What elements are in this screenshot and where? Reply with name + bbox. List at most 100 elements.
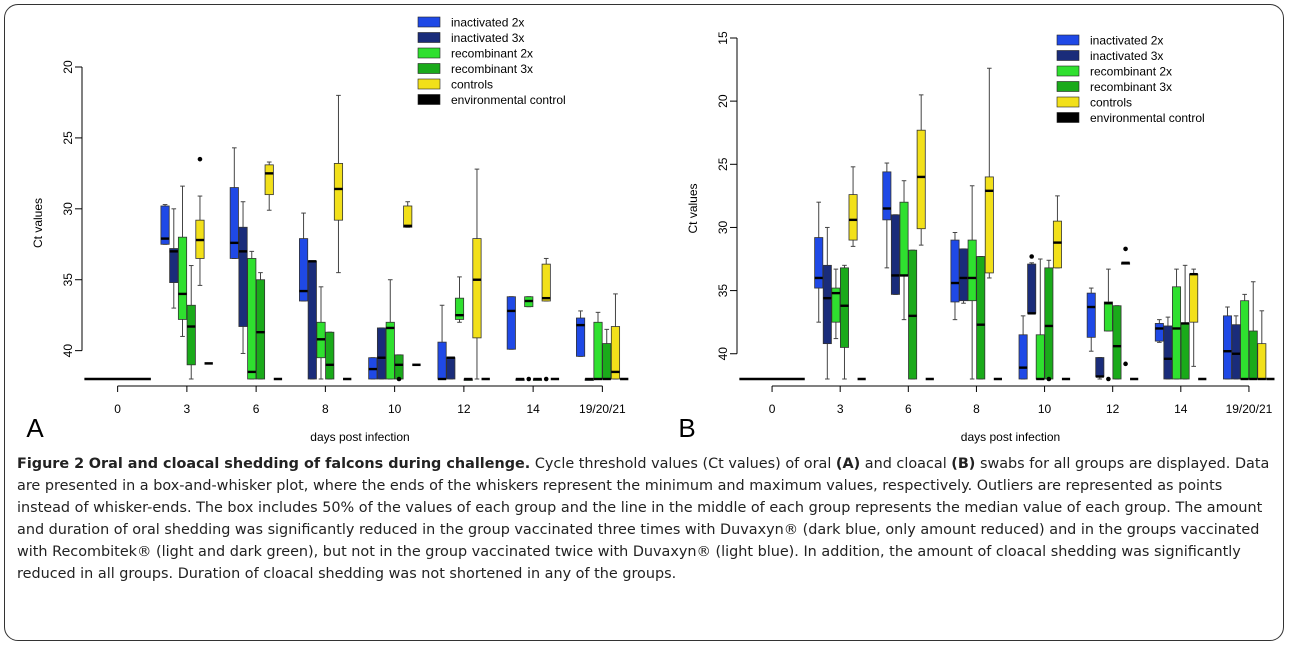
box-recombinant-3x-day-14 bbox=[532, 377, 543, 381]
box-body bbox=[610, 326, 621, 380]
x-tick-label: 12 bbox=[1106, 402, 1120, 416]
box-controls-day-3 bbox=[848, 166, 858, 247]
box-body bbox=[1044, 267, 1054, 380]
box-body bbox=[1027, 263, 1037, 314]
box-recombinant-3x-day-12 bbox=[1112, 305, 1122, 380]
y-axis: 20 25 30 35 40 Ct values bbox=[31, 60, 83, 358]
box-inactivated-2x-day-10 bbox=[368, 357, 378, 380]
box-recombinant-2x-day-8 bbox=[967, 185, 977, 380]
box-recombinant-3x-day-10 bbox=[1044, 259, 1054, 380]
box-body bbox=[385, 321, 395, 380]
legend-item: recombinant 3x bbox=[1056, 80, 1172, 94]
box-recombinant-2x-day-3 bbox=[831, 268, 841, 340]
box-inactivated-2x-day-14 bbox=[506, 296, 516, 350]
x-axis: 0 3 6 8 10 12 14 19/20/21 days post infection bbox=[769, 385, 1273, 444]
box-body bbox=[454, 297, 465, 320]
panel-label: A bbox=[26, 413, 44, 443]
box-recombinant-2x-day-19-20-21 bbox=[593, 311, 603, 381]
y-tick-label: 20 bbox=[61, 60, 75, 74]
caption-title: Oral and cloacal shedding of falcons dur… bbox=[88, 456, 531, 472]
box-inactivated-3x-day-8 bbox=[959, 248, 969, 304]
box-inactivated-3x-day-3 bbox=[822, 226, 832, 380]
box-body bbox=[967, 239, 977, 302]
box-controls-day-10 bbox=[403, 201, 413, 228]
box-inactivated-2x-day-14 bbox=[1154, 319, 1164, 343]
figure-caption: Figure 2 Oral and cloacal shedding of fa… bbox=[17, 453, 1273, 585]
box-body bbox=[1018, 334, 1028, 380]
y-tick-label: 30 bbox=[61, 202, 75, 216]
box-recombinant-3x-day-14 bbox=[1180, 264, 1190, 380]
outlier-point bbox=[1046, 376, 1052, 382]
x-tick-label: 10 bbox=[1038, 402, 1052, 416]
x-tick-label: 12 bbox=[457, 402, 471, 416]
box-body bbox=[177, 236, 188, 320]
box-body bbox=[1180, 323, 1190, 380]
box-inactivated-3x-day-14 bbox=[515, 377, 525, 381]
box-body bbox=[238, 226, 248, 327]
legend-label: controls bbox=[451, 78, 493, 92]
y-tick-label: 20 bbox=[716, 94, 730, 108]
box-recombinant-3x-day-12 bbox=[463, 377, 473, 381]
box-body bbox=[908, 249, 918, 380]
box-recombinant-2x-day-14 bbox=[1172, 268, 1182, 380]
legend-swatch bbox=[1056, 34, 1080, 46]
box-inactivated-2x-day-3 bbox=[160, 204, 170, 245]
box-inactivated-2x-day-10 bbox=[1018, 315, 1028, 380]
box-recombinant-3x-day-10 bbox=[394, 354, 404, 380]
box-body bbox=[325, 331, 335, 380]
box-recombinant-3x-day-3 bbox=[186, 265, 196, 380]
x-tick-label: 0 bbox=[114, 402, 121, 416]
caption-text-1: Cycle threshold values (Ct values) of or… bbox=[530, 456, 836, 472]
box-body bbox=[984, 176, 994, 274]
y-axis-title: Ct values bbox=[31, 198, 45, 248]
box-body bbox=[831, 287, 841, 323]
box-recombinant-3x-day-6 bbox=[908, 249, 918, 380]
box-inactivated-3x-day-10 bbox=[376, 327, 387, 380]
x-tick-label: 19/20/21 bbox=[579, 402, 626, 416]
box-inactivated-2x-day-19-20-21 bbox=[1222, 306, 1232, 380]
box-controls-day-8 bbox=[984, 67, 994, 279]
y-tick-label: 40 bbox=[716, 347, 730, 361]
legend-swatch bbox=[1056, 81, 1080, 92]
x-tick-label: 6 bbox=[253, 402, 260, 416]
legend-label: recombinant 2x bbox=[1090, 65, 1172, 79]
box-body bbox=[1231, 324, 1241, 380]
panel-label: B bbox=[678, 413, 695, 443]
legend-item: environmental control bbox=[1056, 111, 1205, 125]
box-inactivated-3x-day-19-20-21 bbox=[584, 377, 594, 381]
box-recombinant-2x-day-3 bbox=[177, 185, 188, 337]
box-body bbox=[264, 164, 274, 196]
box-recombinant-2x-day-6 bbox=[899, 180, 909, 321]
box-body bbox=[446, 357, 456, 380]
caption-ref-b: (B) bbox=[951, 456, 976, 472]
box-body bbox=[848, 194, 858, 241]
legend-label: recombinant 2x bbox=[451, 47, 533, 61]
box-controls-day-3 bbox=[195, 195, 205, 286]
box-recombinant-3x-day-19-20-21 bbox=[1248, 281, 1258, 381]
legend-swatch bbox=[417, 63, 441, 74]
box-body bbox=[1112, 305, 1122, 380]
box-body bbox=[1172, 286, 1182, 380]
box-inactivated-3x-day-6 bbox=[890, 214, 900, 295]
box-body bbox=[307, 260, 317, 380]
box-controls-day-8 bbox=[333, 94, 344, 274]
legend-label: recombinant 3x bbox=[451, 62, 533, 76]
box-recombinant-2x-day-12 bbox=[454, 276, 465, 323]
legend-label: recombinant 3x bbox=[1090, 80, 1172, 94]
y-axis-title: Ct values bbox=[686, 183, 700, 233]
y-tick-label: 40 bbox=[61, 344, 75, 358]
box-inactivated-2x-day-19-20-21 bbox=[576, 310, 586, 357]
figure-panel: 20 25 30 35 40 Ct values 0 3 6 8 10 12 14 19/20/21 day… bbox=[4, 4, 1284, 641]
box-inactivated-3x-day-6 bbox=[238, 201, 248, 354]
box-recombinant-2x-day-19-20-21 bbox=[1240, 293, 1250, 381]
box-body bbox=[255, 279, 266, 380]
x-tick-label: 3 bbox=[837, 402, 844, 416]
box-body bbox=[916, 129, 926, 230]
box-recombinant-3x-day-19-20-21 bbox=[602, 328, 612, 381]
legend-label: inactivated 2x bbox=[451, 16, 524, 30]
box-inactivated-2x-day-3 bbox=[814, 201, 824, 323]
box-recombinant-3x-day-8 bbox=[976, 255, 986, 380]
outlier-point bbox=[1029, 254, 1034, 259]
box-recombinant-2x-day-12 bbox=[1103, 268, 1113, 332]
